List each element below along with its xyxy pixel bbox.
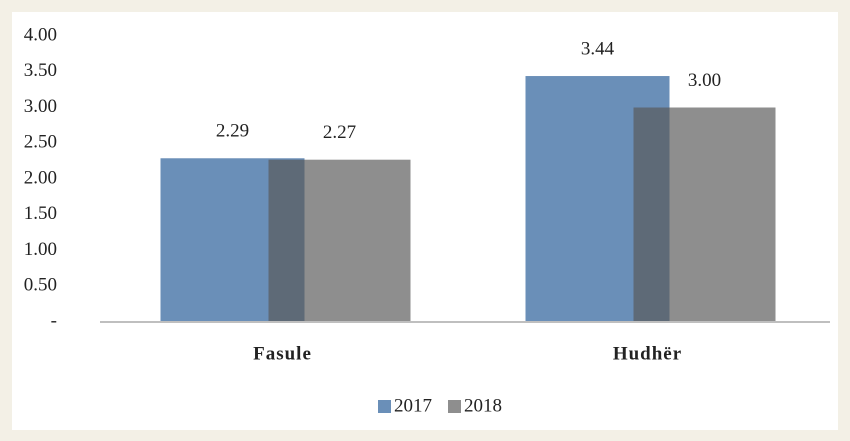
y-tick-label: 4.00 [24, 24, 57, 45]
x-tick-label: Hudhër [613, 343, 682, 364]
legend-swatch [448, 400, 461, 413]
bar [268, 159, 411, 322]
y-tick-label: 0.50 [24, 275, 57, 296]
y-tick-label: - [51, 310, 57, 331]
data-label: 2.27 [323, 122, 356, 143]
y-tick-label: 3.00 [24, 96, 57, 117]
y-tick-label: 2.50 [24, 132, 57, 153]
y-tick-label: 1.00 [24, 239, 57, 260]
bar [633, 107, 776, 322]
legend-swatch [378, 400, 391, 413]
y-tick-label: 2.00 [24, 167, 57, 188]
legend-label: 2018 [464, 395, 502, 416]
data-label: 3.00 [688, 70, 721, 91]
data-label: 3.44 [581, 38, 615, 59]
legend-label: 2017 [394, 395, 432, 416]
data-label: 2.29 [216, 121, 249, 142]
x-tick-label: Fasule [253, 343, 312, 364]
y-tick-label: 3.50 [24, 60, 57, 81]
y-tick-label: 1.50 [24, 203, 57, 224]
